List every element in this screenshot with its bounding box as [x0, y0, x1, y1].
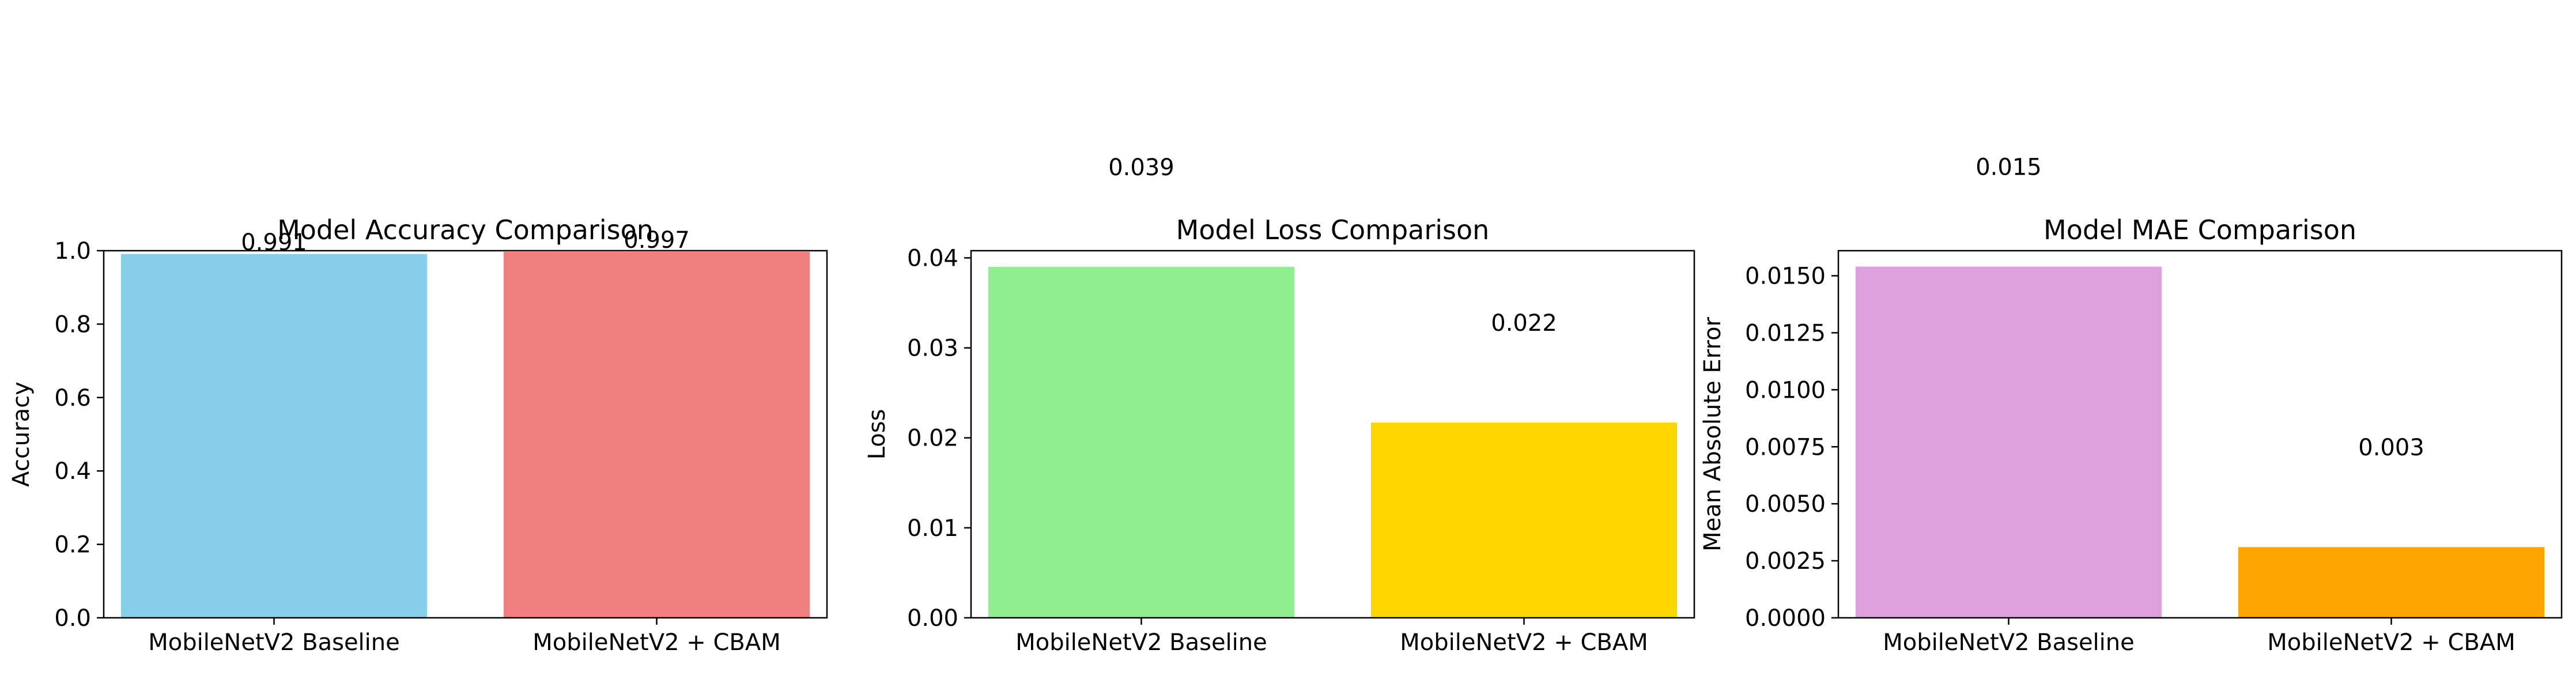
y-tick-label: 0.04 — [907, 245, 958, 271]
y-tick-label: 0.00 — [907, 605, 958, 632]
y-tick-label: 0.02 — [907, 425, 958, 452]
y-tick-label: 0.0025 — [1745, 548, 1826, 575]
x-tick-label: MobileNetV2 + CBAM — [1400, 629, 1648, 656]
y-tick-label: 0.0125 — [1745, 320, 1826, 346]
bar-2 — [2238, 547, 2545, 618]
chart-title: Model Loss Comparison — [1176, 214, 1490, 246]
axes-frame — [103, 250, 828, 619]
y-tick-label: 0.4 — [54, 458, 91, 485]
bar-2 — [1370, 422, 1678, 618]
x-tick-label: MobileNetV2 Baseline — [148, 629, 400, 656]
data-label: 0.997 — [624, 227, 690, 254]
y-axis-label: Accuracy — [8, 382, 35, 487]
data-label: 0.022 — [1491, 310, 1557, 337]
x-tick-label: MobileNetV2 Baseline — [1015, 629, 1267, 656]
y-tick-label: 0.0075 — [1745, 434, 1826, 460]
y-tick-label: 0.0150 — [1745, 263, 1826, 290]
x-tick-label: MobileNetV2 Baseline — [1883, 629, 2135, 656]
y-tick-label: 0.2 — [54, 532, 91, 558]
x-tick-label: MobileNetV2 + CBAM — [2267, 629, 2515, 656]
bar-1 — [120, 254, 428, 618]
y-tick-label: 0.8 — [54, 311, 91, 338]
bar-1 — [1855, 266, 2162, 618]
y-tick-label: 1.0 — [54, 238, 91, 265]
bar-1 — [988, 267, 1295, 618]
axes-frame — [1837, 250, 2563, 619]
y-axis-label: Mean Absolute Error — [1699, 317, 1726, 552]
y-axis-label: Loss — [864, 409, 890, 460]
y-tick-label: 0.0100 — [1745, 377, 1826, 403]
data-label: 0.003 — [2358, 435, 2424, 461]
y-tick-label: 0.01 — [907, 515, 958, 542]
axes-frame — [970, 250, 1695, 619]
y-tick-label: 0.0050 — [1745, 491, 1826, 518]
data-label: 0.015 — [1976, 154, 2042, 180]
data-label: 0.039 — [1108, 154, 1174, 181]
y-tick-label: 0.03 — [907, 335, 958, 362]
data-label: 0.991 — [241, 229, 307, 256]
y-tick-label: 0.6 — [54, 385, 91, 411]
y-tick-label: 0.0 — [54, 605, 91, 632]
y-tick-label: 0.0000 — [1745, 605, 1826, 632]
chart-title: Model Accuracy Comparison — [277, 214, 654, 246]
chart-title: Model MAE Comparison — [2044, 214, 2356, 246]
bar-2 — [503, 251, 810, 618]
x-tick-label: MobileNetV2 + CBAM — [532, 629, 780, 656]
